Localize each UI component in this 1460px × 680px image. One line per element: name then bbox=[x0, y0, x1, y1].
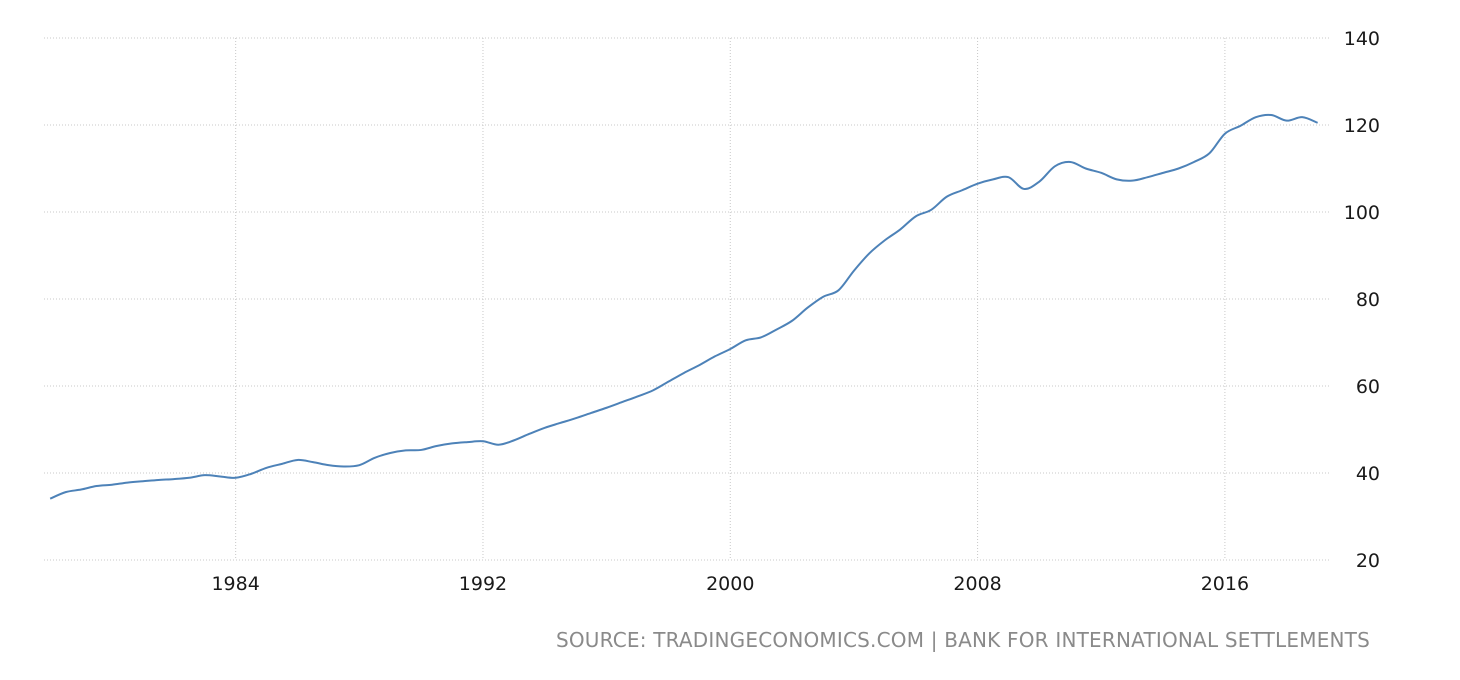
vertical-gridlines bbox=[235, 38, 1226, 560]
y-tick-label: 20 bbox=[1356, 550, 1380, 572]
x-tick-label: 1984 bbox=[211, 573, 259, 595]
horizontal-gridlines bbox=[44, 37, 1330, 561]
y-tick-label: 140 bbox=[1344, 28, 1380, 50]
y-tick-label: 120 bbox=[1344, 115, 1380, 137]
x-tick-label: 1992 bbox=[459, 573, 507, 595]
y-axis-tick-labels: 20 40 60 80 100 120 140 bbox=[1344, 28, 1380, 572]
x-tick-label: 2016 bbox=[1201, 573, 1249, 595]
x-tick-label: 2000 bbox=[706, 573, 754, 595]
y-tick-label: 60 bbox=[1356, 376, 1380, 398]
y-tick-label: 80 bbox=[1356, 289, 1380, 311]
x-axis-tick-labels: 1984 1992 2000 2008 2016 bbox=[211, 573, 1249, 595]
series-line bbox=[49, 113, 1319, 500]
source-attribution: SOURCE: TRADINGECONOMICS.COM | BANK FOR … bbox=[555, 628, 1370, 652]
x-tick-label: 2008 bbox=[953, 573, 1001, 595]
y-tick-label: 40 bbox=[1356, 463, 1380, 485]
y-tick-label: 100 bbox=[1344, 202, 1380, 224]
